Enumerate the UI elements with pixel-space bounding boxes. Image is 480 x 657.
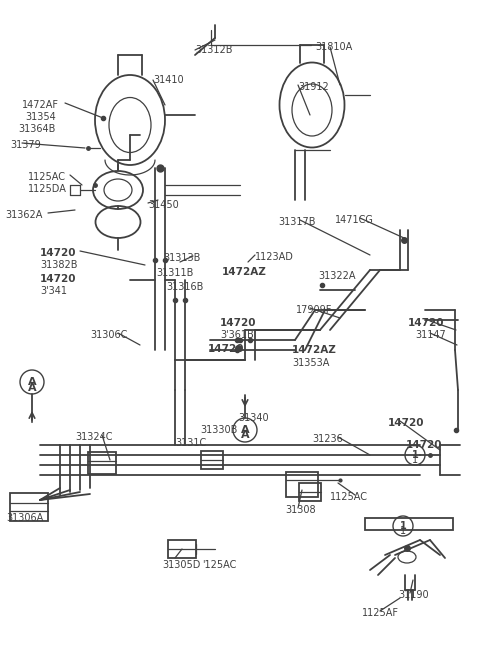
Bar <box>168 540 196 558</box>
Text: 1472AF: 1472AF <box>22 100 59 110</box>
Text: 17909F: 17909F <box>296 305 332 315</box>
Text: 31330B: 31330B <box>200 425 238 435</box>
Text: 31147: 31147 <box>415 330 446 340</box>
Text: 1: 1 <box>412 455 418 465</box>
Text: 1: 1 <box>400 526 406 536</box>
Text: 31306C: 31306C <box>90 330 127 340</box>
Text: 31324C: 31324C <box>75 432 112 442</box>
Text: 1123AD: 1123AD <box>255 252 294 262</box>
Text: 1: 1 <box>400 521 407 531</box>
Text: 1472AZ: 1472AZ <box>292 345 337 355</box>
Text: 14720: 14720 <box>208 344 244 354</box>
Text: A: A <box>240 430 249 440</box>
Text: 31379: 31379 <box>10 140 41 150</box>
Bar <box>299 483 321 501</box>
Bar <box>88 452 116 474</box>
Text: 31364B: 31364B <box>18 124 55 134</box>
Text: 14720: 14720 <box>408 318 444 328</box>
Text: 1125AC: 1125AC <box>330 492 368 502</box>
Text: A: A <box>28 383 36 393</box>
Text: 31362A: 31362A <box>5 210 42 220</box>
Text: 31311B: 31311B <box>156 268 193 278</box>
Text: 14720: 14720 <box>388 418 424 428</box>
Text: 31450: 31450 <box>148 200 179 210</box>
Text: 1125AF: 1125AF <box>362 608 399 618</box>
Text: 31317B: 31317B <box>278 217 315 227</box>
Text: 31340: 31340 <box>238 413 269 423</box>
Bar <box>286 472 318 497</box>
Text: 31353A: 31353A <box>292 358 329 368</box>
Text: 31305D: 31305D <box>162 560 200 570</box>
Text: 1472AZ: 1472AZ <box>222 267 267 277</box>
Text: 1: 1 <box>412 450 419 460</box>
Text: 3131C: 3131C <box>175 438 206 448</box>
Text: '125AC: '125AC <box>202 560 236 570</box>
Text: 31306A: 31306A <box>6 513 43 523</box>
Bar <box>201 451 223 469</box>
Text: 31382B: 31382B <box>40 260 77 270</box>
Text: 31313B: 31313B <box>163 253 200 263</box>
Text: 31410: 31410 <box>153 75 184 85</box>
Text: 14720: 14720 <box>40 248 76 258</box>
Text: 31316B: 31316B <box>166 282 204 292</box>
Text: 1471CG: 1471CG <box>335 215 374 225</box>
Text: 31354: 31354 <box>25 112 56 122</box>
Text: 31810A: 31810A <box>315 42 352 52</box>
Text: 31236: 31236 <box>312 434 343 444</box>
Text: 31312B: 31312B <box>195 45 232 55</box>
Text: 14720: 14720 <box>406 440 443 450</box>
Text: A: A <box>28 377 36 387</box>
Text: 1125AC: 1125AC <box>28 172 66 182</box>
Text: 14720: 14720 <box>40 274 76 284</box>
Text: 3'361B: 3'361B <box>220 330 254 340</box>
Text: 3'341: 3'341 <box>40 286 67 296</box>
Text: 31190: 31190 <box>398 590 429 600</box>
Text: 14720: 14720 <box>220 318 256 328</box>
Text: 31322A: 31322A <box>318 271 356 281</box>
Text: A: A <box>240 425 249 435</box>
Bar <box>365 518 453 530</box>
Text: 1125DA: 1125DA <box>28 184 67 194</box>
Text: 31912: 31912 <box>298 82 329 92</box>
Bar <box>10 493 48 521</box>
Text: 31308: 31308 <box>285 505 316 515</box>
